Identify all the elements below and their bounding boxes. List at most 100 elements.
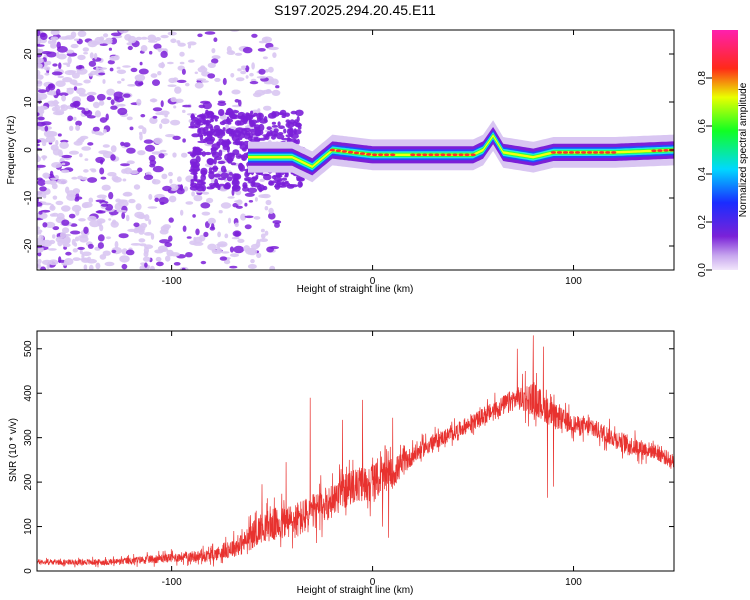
noise-blob: [134, 74, 146, 82]
noise-blob: [191, 133, 200, 138]
noise-blob: [69, 125, 74, 131]
noise-blob: [193, 194, 203, 202]
noise-blob: [121, 78, 125, 82]
noise-blob: [99, 43, 108, 46]
noise-blob: [37, 48, 43, 55]
noise-blob: [233, 245, 245, 254]
noise-blob: [164, 242, 172, 248]
noise-blob: [61, 162, 66, 166]
noise-blob: [42, 155, 46, 161]
noise-blob: [213, 37, 218, 42]
noise-blob: [72, 82, 83, 86]
noise-blob: [73, 140, 83, 146]
noise-blob: [116, 209, 128, 213]
noise-blob: [259, 118, 268, 124]
y-tick-label: 20: [23, 48, 34, 60]
noise-blob: [71, 204, 82, 213]
noise-blob: [232, 110, 240, 114]
noise-blob: [83, 169, 89, 173]
noise-blob: [50, 30, 60, 36]
noise-blob: [37, 194, 44, 198]
noise-blob: [44, 125, 49, 132]
noise-blob: [251, 33, 258, 38]
noise-blob: [120, 163, 130, 167]
noise-blob: [206, 197, 214, 204]
noise-blob: [37, 37, 41, 44]
noise-blob: [77, 175, 84, 180]
noise-blob: [70, 31, 77, 38]
noise-blob: [67, 56, 72, 64]
noise-blob: [170, 38, 177, 44]
noise-blob: [160, 34, 169, 39]
noise-blob: [258, 40, 267, 44]
noise-blob: [277, 121, 281, 127]
noise-blob: [211, 223, 215, 230]
noise-blob: [114, 241, 119, 249]
noise-blob: [273, 177, 283, 181]
noise-blob: [105, 37, 113, 42]
noise-blob: [217, 241, 228, 248]
noise-blob: [111, 249, 117, 254]
noise-blob: [260, 233, 266, 239]
noise-blob: [262, 56, 268, 60]
noise-blob: [57, 75, 64, 79]
noise-blob: [242, 117, 248, 125]
noise-blob: [157, 245, 168, 252]
noise-blob: [103, 33, 109, 38]
noise-blob: [210, 179, 215, 184]
noise-blob: [89, 52, 94, 59]
noise-blob: [259, 238, 269, 243]
noise-blob: [92, 101, 100, 109]
noise-blob: [168, 195, 177, 203]
snr-series-line: [37, 335, 674, 568]
noise-blob: [121, 263, 128, 270]
noise-blob: [125, 214, 130, 222]
noise-blob: [98, 72, 106, 76]
noise-blob: [92, 126, 100, 132]
noise-blob: [59, 92, 69, 97]
noise-blob: [215, 130, 224, 135]
noise-blob: [118, 30, 129, 34]
noise-blob: [126, 116, 133, 121]
noise-blob: [261, 193, 271, 199]
noise-blob: [65, 251, 72, 256]
noise-blob: [87, 142, 94, 146]
noise-blob: [217, 102, 227, 106]
noise-blob: [264, 206, 269, 211]
spectrogram-content: [37, 30, 674, 270]
noise-blob: [202, 191, 210, 195]
noise-blob: [77, 30, 87, 37]
noise-blob: [129, 126, 134, 131]
noise-blob: [272, 220, 282, 224]
noise-blob: [276, 134, 285, 140]
noise-blob: [235, 77, 245, 82]
noise-blob: [156, 48, 167, 51]
noise-blob: [159, 149, 167, 153]
noise-blob: [154, 197, 159, 202]
noise-blob: [268, 212, 276, 220]
noise-blob: [55, 88, 61, 96]
noise-blob: [159, 229, 169, 235]
noise-blob: [209, 118, 215, 123]
ridge-hot-spot: [657, 149, 663, 152]
noise-blob: [295, 122, 301, 128]
noise-blob: [226, 176, 233, 182]
noise-blob: [263, 81, 274, 85]
colorbar: 0.0 0.2 0.4 0.6 0.8 Normalized spectral ampl…: [697, 30, 749, 277]
noise-blob: [227, 217, 232, 224]
noise-blob: [244, 224, 252, 230]
noise-blob: [68, 213, 76, 219]
noise-blob: [203, 231, 209, 238]
noise-blob: [260, 228, 265, 233]
noise-blob: [45, 135, 56, 143]
noise-blob: [77, 137, 86, 141]
noise-blob: [176, 79, 187, 83]
noise-blob: [236, 199, 243, 205]
snr-xlabel: Height of straight line (km): [297, 585, 414, 596]
noise-blob: [99, 117, 108, 123]
noise-blob: [44, 72, 50, 76]
noise-blob: [149, 159, 157, 166]
noise-blob: [229, 265, 238, 269]
noise-blob: [255, 241, 261, 248]
snr-frame-bg: [37, 331, 674, 571]
